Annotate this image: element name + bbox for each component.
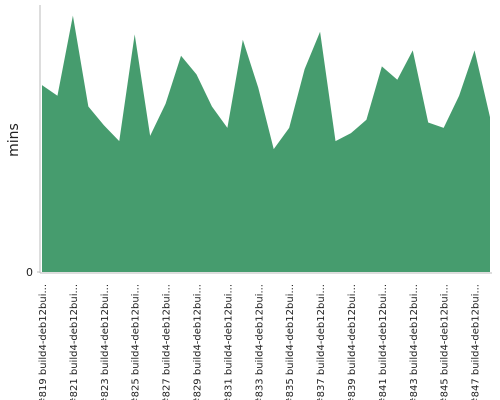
- x-tick-label: #831 build4-deb12bui...: [223, 284, 234, 400]
- x-tick-label: #823 build4-deb12bui...: [100, 284, 111, 400]
- x-tick-label: #825 build4-deb12bui...: [131, 284, 142, 400]
- x-tick-label: #829 build4-deb12bui...: [192, 284, 203, 400]
- x-tick-label: #835 build4-deb12bui...: [285, 284, 296, 400]
- x-tick-label: #833 build4-deb12bui...: [254, 284, 265, 400]
- y-tick-label: 0: [26, 266, 33, 279]
- x-tick-label: #847 build4-deb12bui...: [471, 284, 482, 400]
- x-tick-label: #821 build4-deb12bui...: [69, 284, 80, 400]
- x-tick-label: #837 build4-deb12bui...: [316, 284, 327, 400]
- x-tick-label: #827 build4-deb12bui...: [162, 284, 173, 400]
- x-tick-label: #845 build4-deb12bui...: [440, 284, 451, 400]
- x-tick-label: #841 build4-deb12bui...: [378, 284, 389, 400]
- x-tick-label: #843 build4-deb12bui...: [409, 284, 420, 400]
- x-tick-label: #819 build4-deb12bui...: [38, 284, 49, 400]
- x-tick-label: #839 build4-deb12bui...: [347, 284, 358, 400]
- area: [42, 15, 490, 273]
- y-axis-label: mins: [6, 123, 22, 157]
